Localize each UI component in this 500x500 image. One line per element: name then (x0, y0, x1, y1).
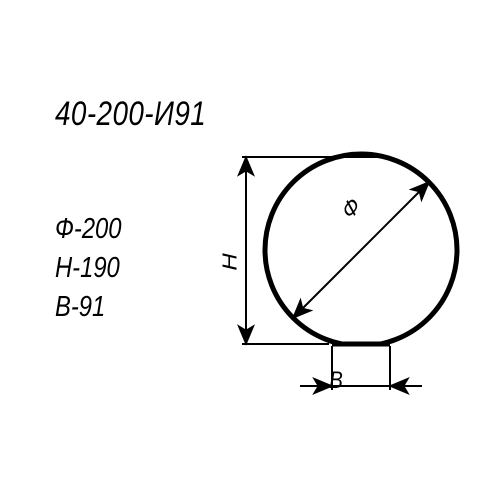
b-dimension (300, 346, 422, 390)
technical-diagram (214, 140, 474, 400)
phi-dimension-line (293, 182, 429, 318)
part-number-title: 40-200-И91 (55, 95, 206, 134)
spec-b: В-91 (55, 288, 122, 327)
spec-h: Н-190 (55, 249, 122, 288)
spec-list: Ф-200 Н-190 В-91 (55, 210, 122, 327)
b-symbol: В (329, 367, 343, 395)
spec-phi: Ф-200 (55, 210, 122, 249)
h-symbol: Н (219, 253, 243, 270)
